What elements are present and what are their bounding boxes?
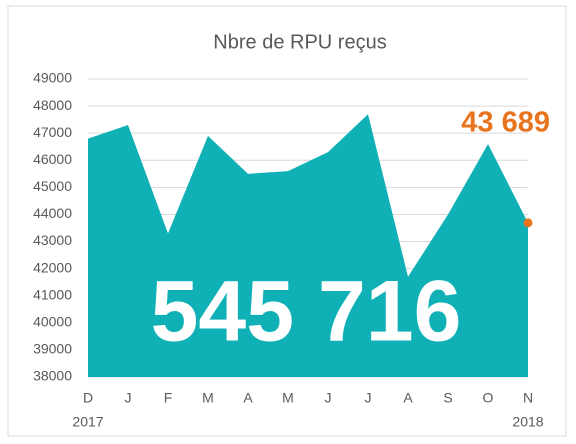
x-tick-label: A [243, 390, 253, 406]
x-tick-label: M [282, 390, 294, 406]
y-tick-label: 38000 [33, 368, 72, 384]
x-tick-label: J [365, 390, 372, 406]
chart-title: Nbre de RPU reçus [213, 31, 386, 53]
y-tick-label: 49000 [33, 70, 72, 86]
point-marker [523, 218, 533, 228]
y-tick-label: 47000 [33, 124, 72, 140]
x-tick-label: O [483, 390, 494, 406]
x-tick-label: A [403, 390, 413, 406]
y-tick-label: 48000 [33, 97, 72, 113]
x-tick-label: M [202, 390, 214, 406]
y-tick-label: 39000 [33, 341, 72, 357]
x-tick-label: N [523, 390, 533, 406]
value-label: 43 689 [461, 107, 550, 139]
y-tick-label: 41000 [33, 286, 72, 302]
y-tick-label: 42000 [33, 259, 72, 275]
area [88, 114, 528, 377]
x-tick-label: J [125, 390, 132, 406]
year-label: 2017 [72, 414, 103, 430]
y-tick-label: 40000 [33, 314, 72, 330]
y-tick-label: 45000 [33, 178, 72, 194]
year-label: 2018 [512, 414, 543, 430]
x-tick-label: S [443, 390, 452, 406]
x-tick-label: D [83, 390, 93, 406]
annotation: 545 716 [151, 264, 462, 360]
y-tick-label: 46000 [33, 151, 72, 167]
y-tick-label: 43000 [33, 232, 72, 248]
x-tick-label: F [164, 390, 173, 406]
x-tick-label: J [325, 390, 332, 406]
y-tick-label: 44000 [33, 205, 72, 221]
